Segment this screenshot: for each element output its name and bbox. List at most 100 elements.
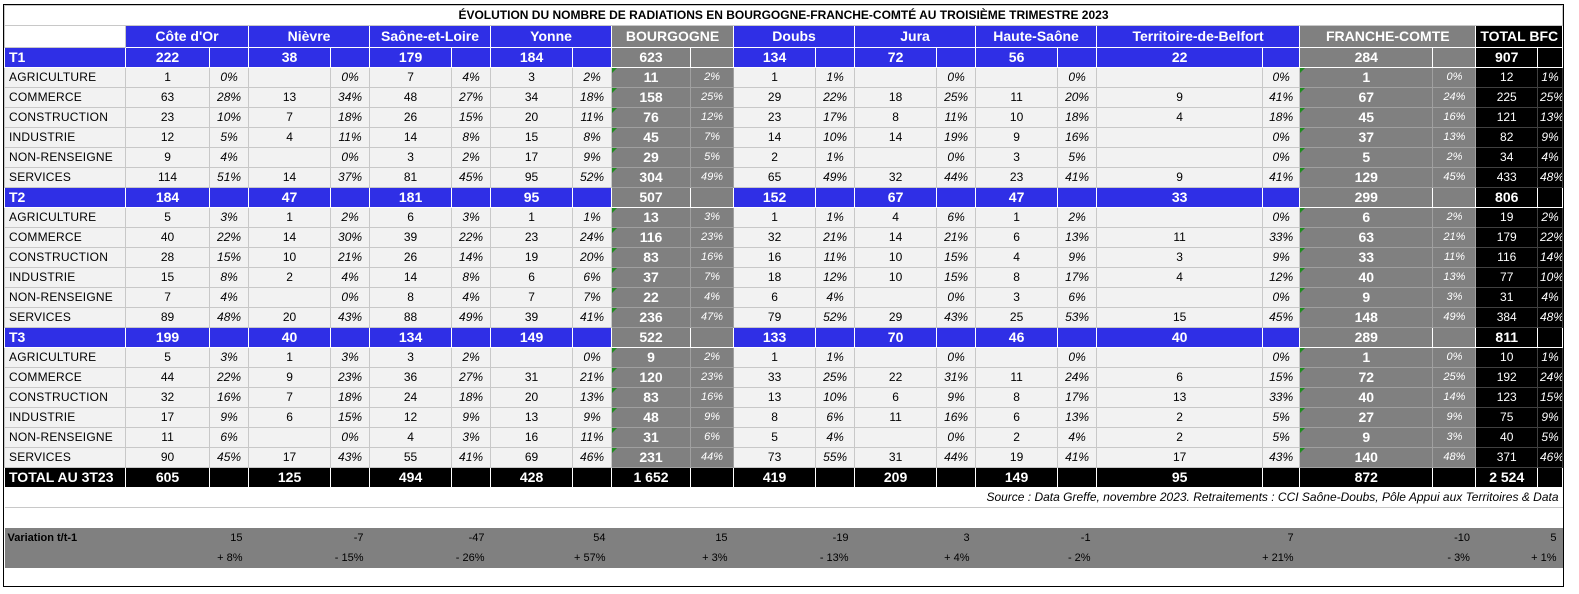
- variation-percent: - 2%: [975, 547, 1097, 568]
- table-cell-percent: 8%: [572, 127, 613, 148]
- quarter-total: 133: [733, 327, 817, 348]
- table-cell-percent: 22%: [451, 227, 492, 248]
- sector-label: AGRICULTURE: [4, 347, 126, 368]
- table-cell-count: 27: [1299, 407, 1434, 428]
- table-cell-percent: 16%: [1432, 107, 1477, 128]
- table-cell-percent: 16%: [209, 387, 250, 408]
- table-cell-percent: 37%: [330, 167, 371, 188]
- table-cell-count: 5: [124, 207, 211, 228]
- table-cell-count: 9: [975, 127, 1059, 148]
- table-cell-percent: 14%: [451, 247, 492, 268]
- table-cell-percent: 7%: [689, 267, 735, 288]
- table-cell-percent: 25%: [936, 87, 977, 108]
- total-spacer: [572, 467, 613, 488]
- table-cell-count: 1: [733, 347, 817, 368]
- table-cell-count: 4: [369, 427, 453, 448]
- table-cell-count: 13: [733, 387, 817, 408]
- quarter-total: 134: [733, 47, 817, 68]
- variation-value: 54: [490, 527, 612, 548]
- table-cell-count: 37: [1299, 127, 1434, 148]
- table-cell-percent: 44%: [936, 447, 977, 468]
- sector-label: AGRICULTURE: [4, 67, 126, 88]
- table-cell-count: 6: [369, 207, 453, 228]
- table-cell-count: 73: [733, 447, 817, 468]
- table-cell-count: [854, 347, 938, 368]
- table-cell-percent: 1%: [1536, 347, 1564, 368]
- variation-percent: - 3%: [1299, 547, 1476, 568]
- quarter-total-spacer: [572, 47, 613, 68]
- table-cell-count: 384: [1475, 307, 1538, 328]
- table-cell-count: 31: [854, 447, 938, 468]
- quarter-total-spacer: [330, 327, 371, 348]
- quarter-total: 907: [1475, 47, 1538, 68]
- quarter-total-spacer: [1536, 327, 1564, 348]
- table-cell-percent: 3%: [209, 207, 250, 228]
- table-cell-count: 31: [1475, 287, 1538, 308]
- quarter-total-spacer: [330, 187, 371, 208]
- table-cell-count: 55: [369, 447, 453, 468]
- total-value: 872: [1299, 467, 1434, 488]
- quarter-total-spacer: [330, 47, 371, 68]
- table-cell-percent: 18%: [330, 387, 371, 408]
- total-value: 1 652: [611, 467, 691, 488]
- quarter-total-spacer: [815, 327, 856, 348]
- table-cell-percent: 3%: [689, 207, 735, 228]
- table-cell-count: 11: [611, 67, 691, 88]
- table-cell-percent: 52%: [815, 307, 856, 328]
- quarter-total-spacer: [1432, 327, 1477, 348]
- table-cell-count: 19: [490, 247, 574, 268]
- col-header-franche-comte: FRANCHE-COMTE: [1299, 25, 1477, 48]
- table-cell-count: 29: [854, 307, 938, 328]
- table-cell-percent: 30%: [330, 227, 371, 248]
- table-cell-count: 4: [1096, 107, 1264, 128]
- quarter-total: 40: [248, 327, 332, 348]
- variation-row: Variation t/t-1 15 -7 -47 54 15 -19 3 -1 7 -10 5: [4, 527, 1563, 548]
- table-cell-count: 2: [733, 147, 817, 168]
- table-cell-count: 179: [1475, 227, 1538, 248]
- table-cell-count: 6: [854, 387, 938, 408]
- table-cell-percent: 22%: [209, 367, 250, 388]
- table-cell-count: 69: [490, 447, 574, 468]
- variation-value: -47: [369, 527, 491, 548]
- table-cell-percent: 6%: [936, 207, 977, 228]
- table-cell-percent: 12%: [815, 267, 856, 288]
- table-cell-count: 48: [611, 407, 691, 428]
- table-cell-count: 192: [1475, 367, 1538, 388]
- quarter-total-spacer: [572, 327, 613, 348]
- table-cell-percent: 21%: [572, 367, 613, 388]
- quarter-total: 152: [733, 187, 817, 208]
- sector-label: CONSTRUCTION: [4, 107, 126, 128]
- quarter-total-spacer: [451, 327, 492, 348]
- table-cell-count: 14: [248, 227, 332, 248]
- table-cell-percent: 13%: [1057, 407, 1098, 428]
- table-cell-percent: 3%: [330, 347, 371, 368]
- table-cell-count: 5: [124, 347, 211, 368]
- table-cell-count: 3: [490, 67, 574, 88]
- table-cell-count: [1096, 67, 1264, 88]
- table-cell-percent: 12%: [1262, 267, 1301, 288]
- table-row: COMMERCE 44 22% 9 23% 36 27% 31 21% 120 23% 33 25% 22…: [4, 367, 1564, 388]
- table-cell-count: [1096, 347, 1264, 368]
- table-cell-count: 23: [975, 167, 1059, 188]
- table-row: CONSTRUCTION 28 15% 10 21% 26 14% 19 20% 83 16% 16 1…: [4, 247, 1564, 268]
- variation-label: Variation t/t-1: [4, 527, 126, 548]
- table-cell-count: 67: [1299, 87, 1434, 108]
- table-cell-count: [854, 67, 938, 88]
- table-cell-count: 13: [248, 87, 332, 108]
- total-value: 2 524: [1475, 467, 1538, 488]
- column-header-row: Côte d'Or Nièvre Saône-et-Loire Yonne BO…: [4, 25, 1563, 48]
- quarter-total: 299: [1299, 187, 1434, 208]
- table-cell-percent: 18%: [1057, 107, 1098, 128]
- variation-value: 5: [1475, 527, 1563, 548]
- table-cell-percent: 0%: [1057, 67, 1098, 88]
- table-cell-percent: 7%: [689, 127, 735, 148]
- table-cell-percent: 53%: [1057, 307, 1098, 328]
- table-cell-percent: 41%: [1057, 447, 1098, 468]
- table-cell-percent: 4%: [689, 287, 735, 308]
- table-cell-count: 8: [854, 107, 938, 128]
- table-cell-count: 77: [1475, 267, 1538, 288]
- quarter-row: T1 222 38 179 184 623 134 72 56 22 284 907: [4, 47, 1564, 68]
- quarter-total-spacer: [936, 187, 977, 208]
- table-cell-percent: 2%: [1432, 207, 1477, 228]
- quarter-total: 184: [124, 187, 211, 208]
